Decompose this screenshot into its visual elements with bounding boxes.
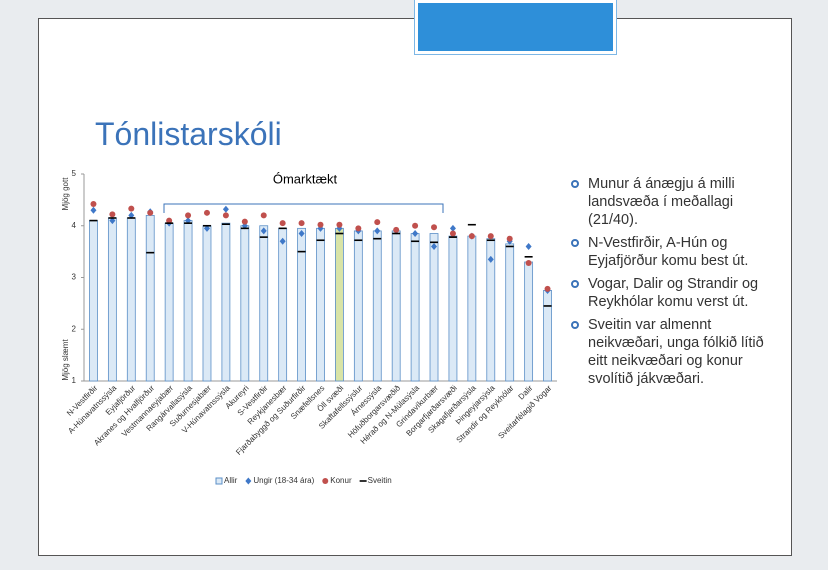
annotation: Ómarktækt <box>273 171 338 186</box>
bar <box>107 217 117 382</box>
bar <box>353 230 363 382</box>
bar <box>126 217 136 382</box>
bar <box>240 225 250 382</box>
marker-diamond <box>222 205 229 213</box>
marker-diamond <box>298 230 305 238</box>
marker-circle <box>544 285 551 292</box>
marker-diamond <box>128 211 135 219</box>
bar <box>202 225 212 382</box>
bar <box>429 233 439 382</box>
marker-diamond <box>109 217 116 225</box>
legend-swatch <box>245 477 252 485</box>
marker-diamond <box>412 230 419 238</box>
marker-diamond <box>449 224 456 232</box>
marker-circle <box>147 209 154 216</box>
marker-circle <box>166 217 173 224</box>
bar <box>524 261 534 382</box>
marker-circle <box>355 225 362 232</box>
bar <box>335 227 344 382</box>
y-label-top: Mjög gott <box>61 177 70 211</box>
marker-circle <box>90 201 97 208</box>
bar <box>448 235 458 382</box>
marker-circle <box>449 230 456 237</box>
bar <box>278 227 288 382</box>
bar <box>543 290 552 382</box>
bar <box>391 230 401 382</box>
marker-circle <box>336 221 343 228</box>
y-tick-label: 1 <box>72 376 77 385</box>
bar <box>259 225 269 382</box>
bullet-list: Munur á ánægju á milli landsvæða í meðal… <box>570 175 785 393</box>
legend-swatch <box>322 478 329 484</box>
marker-diamond <box>90 206 97 214</box>
legend-label: Ungir (18-34 ára) <box>253 476 314 485</box>
marker-diamond <box>203 224 210 232</box>
bar <box>145 214 155 382</box>
marker-circle <box>298 220 305 227</box>
bar <box>410 233 420 382</box>
bar <box>297 227 306 382</box>
y-tick-label: 3 <box>72 273 77 282</box>
marker-circle <box>260 212 267 219</box>
marker-circle <box>222 212 229 219</box>
marker-circle <box>109 211 116 218</box>
bar <box>316 227 325 382</box>
bar <box>467 235 477 382</box>
header-box <box>414 0 617 55</box>
marker-circle <box>468 233 475 240</box>
marker-circle <box>317 221 324 228</box>
marker-diamond <box>525 242 532 250</box>
bar <box>164 222 174 382</box>
marker-circle <box>279 220 286 227</box>
marker-circle <box>506 235 513 242</box>
y-label-bottom: Mjög slæmt <box>61 339 70 381</box>
marker-diamond <box>185 217 192 225</box>
y-tick-label: 2 <box>72 324 77 333</box>
legend-label: Sveitin <box>368 476 392 485</box>
legend-label: Konur <box>330 476 352 485</box>
marker-circle <box>203 209 210 216</box>
marker-circle <box>393 226 400 233</box>
marker-circle <box>374 219 381 226</box>
marker-circle <box>241 218 248 225</box>
y-tick-label: 4 <box>72 221 77 230</box>
y-tick-label: 5 <box>72 169 77 178</box>
bar <box>89 220 98 382</box>
marker-diamond <box>260 227 267 235</box>
marker-circle <box>525 260 532 267</box>
slide-title: Tónlistarskóli <box>95 116 282 152</box>
marker-diamond <box>431 242 438 250</box>
marker-diamond <box>487 255 494 263</box>
bullet: N-Vestfirðir, A-Hún og Eyjafjörður komu … <box>570 234 785 270</box>
legend-swatch <box>215 477 223 485</box>
bar <box>221 222 231 382</box>
bullet: Sveitin var almennt neikvæðari, unga fól… <box>570 316 785 388</box>
marker-circle <box>185 212 192 219</box>
bar <box>372 230 382 382</box>
bullet: Vogar, Dalir og Strandir og Reykhólar ko… <box>570 275 785 311</box>
marker-diamond <box>374 227 381 235</box>
bar <box>505 243 515 382</box>
bar <box>183 220 193 382</box>
marker-circle <box>128 205 135 212</box>
bullet: Munur á ánægju á milli landsvæða í meðal… <box>570 175 785 229</box>
marker-circle <box>487 233 494 240</box>
bracket <box>163 203 444 213</box>
legend-label: Allir <box>224 476 238 485</box>
marker-circle <box>431 224 438 231</box>
marker-circle <box>412 222 419 229</box>
marker-diamond <box>279 237 286 245</box>
